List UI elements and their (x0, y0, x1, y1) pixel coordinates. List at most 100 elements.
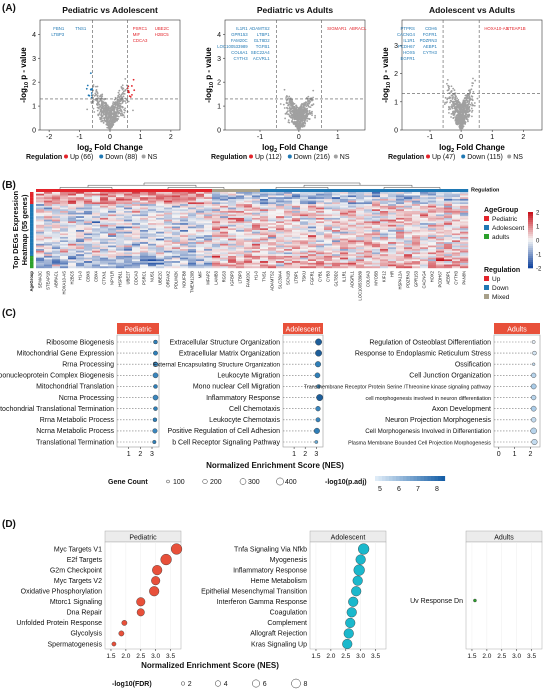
volcano-point (451, 97, 454, 100)
heatmap-cell (116, 235, 125, 238)
heatmap-cell (220, 259, 229, 262)
heatmap-cell (140, 216, 149, 219)
volcano-point (97, 102, 99, 105)
heatmap-cell (156, 223, 165, 226)
heatmap-cell (348, 221, 357, 224)
heatmap-cell (188, 250, 197, 253)
heatmap-cell (268, 243, 277, 246)
heatmap-cell (164, 264, 173, 267)
heatmap-cell (420, 236, 429, 239)
heatmap-cell (260, 216, 269, 219)
heatmap-cell (420, 233, 429, 236)
volcano-point (304, 107, 306, 109)
heatmap-cell (156, 212, 165, 215)
heatmap-cell (428, 219, 437, 222)
heatmap-cell (172, 257, 181, 260)
heatmap-cell (116, 216, 125, 219)
regulation-annotation-cell (308, 189, 317, 192)
heatmap-cell (60, 249, 69, 251)
heatmap-cell (108, 262, 117, 265)
heatmap-cell (420, 247, 429, 250)
heatmap-cell (260, 207, 269, 210)
heatmap-cell (460, 231, 469, 234)
heatmap-cell (436, 195, 445, 198)
heatmap-cell (188, 224, 197, 227)
volcano-point (452, 87, 455, 90)
heatmap-cell (140, 197, 149, 200)
heatmap-cell (148, 224, 157, 227)
heatmap-cell (84, 233, 93, 236)
heatmap-cell (100, 209, 109, 212)
pathway-label: Ribonucleoprotein Complex Biogenesis (0, 373, 114, 380)
heatmap-cell (412, 204, 421, 207)
volcano-point (293, 117, 296, 120)
volcano-point (100, 120, 103, 123)
heatmap-cell (460, 255, 469, 258)
heatmap-cell (84, 200, 93, 203)
volcano-point (462, 125, 465, 128)
heatmap-cell (372, 212, 381, 215)
heatmap-cell (284, 235, 293, 238)
heatmap-cell (340, 217, 349, 220)
heatmap-cell (132, 245, 141, 248)
heatmap-cell (196, 205, 205, 208)
heatmap-cell (388, 231, 397, 234)
heatmap-cell (132, 226, 141, 229)
heatmap-cell (172, 221, 181, 224)
heatmap-cell (60, 193, 69, 196)
heatmap-cell (276, 231, 285, 234)
volcano-point (465, 98, 468, 101)
heatmap-cell (348, 223, 357, 226)
y-axis-label: -log10 p - value (19, 47, 30, 103)
heatmap-cell (260, 230, 269, 232)
regulation-annotation-cell (252, 189, 261, 192)
x-tick-label: 1 (292, 451, 296, 458)
heatmap-cell (92, 254, 101, 257)
volcano-point (106, 106, 109, 108)
volcano-point (100, 100, 103, 103)
heatmap-cell (164, 216, 173, 219)
heatmap-cell (44, 243, 53, 246)
heatmap-cell (276, 247, 285, 250)
heatmap-cell (84, 249, 93, 251)
volcano-point (458, 125, 461, 128)
heatmap-cell (404, 262, 413, 265)
heatmap-cell (380, 254, 389, 257)
heatmap-cell (308, 250, 317, 253)
heatmap-cell (452, 219, 461, 222)
heatmap-cell (356, 235, 365, 238)
heatmap-cell (204, 228, 213, 231)
heatmap-cell (76, 223, 85, 226)
heatmap-cell (92, 209, 101, 212)
heatmap-cell (428, 221, 437, 224)
heatmap-cell (300, 249, 309, 251)
heatmap-cell (156, 262, 165, 265)
heatmap-cell (196, 193, 205, 196)
heatmap-cell (452, 230, 461, 232)
heatmap-cell (276, 214, 285, 217)
heatmap-cell (324, 202, 333, 205)
heatmap-cell (452, 200, 461, 203)
volcano-point (300, 104, 303, 106)
heatmap-gene-label: ABRACL (54, 270, 59, 287)
legend-swatch (64, 154, 68, 159)
heatmap-cell (36, 209, 45, 212)
volcano-point (447, 84, 449, 87)
heatmap-cell (244, 205, 253, 208)
heatmap-cell (324, 207, 333, 210)
heatmap-cell (244, 217, 253, 220)
heatmap-cell (148, 207, 157, 210)
heatmap-cell (436, 254, 445, 257)
heatmap-cell (308, 219, 317, 222)
volcano-point (464, 101, 467, 104)
volcano-point (291, 118, 294, 120)
heatmap-cell (148, 226, 157, 229)
heatmap-cell (316, 245, 325, 248)
heatmap-cell (292, 242, 301, 245)
heatmap-cell (340, 204, 349, 207)
heatmap-cell (460, 221, 469, 224)
heatmap-cell (84, 195, 93, 198)
heatmap-cell (244, 233, 253, 236)
heatmap-cell (156, 231, 165, 234)
